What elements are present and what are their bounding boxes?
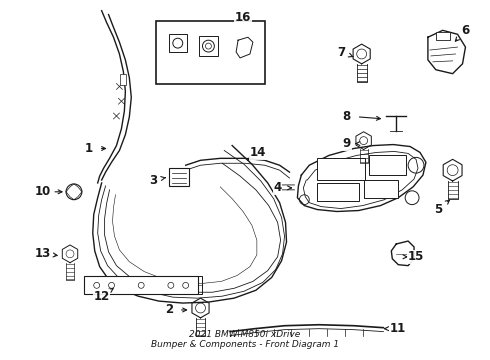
Bar [198,36,219,56]
Text: 16: 16 [235,11,251,24]
Bar [156,21,265,85]
Text: 2021 BMW M850i xDrive
Bumper & Components - Front Diagram 1: 2021 BMW M850i xDrive Bumper & Component… [151,330,339,349]
Text: 14: 14 [250,146,266,159]
Text: 8: 8 [343,109,351,122]
Text: 2: 2 [165,303,173,316]
Bar [84,276,197,294]
Bar [364,180,398,198]
Text: 7: 7 [337,45,345,59]
Text: 12: 12 [94,290,110,303]
Text: 10: 10 [34,185,50,198]
Text: 15: 15 [408,250,424,263]
Text: 11: 11 [390,322,406,335]
Text: 13: 13 [34,247,50,260]
Bar [169,34,187,52]
Bar [368,156,406,175]
Text: 1: 1 [85,142,93,155]
Bar [317,183,359,201]
Text: 5: 5 [434,203,442,216]
Text: 9: 9 [343,137,351,150]
Text: 4: 4 [273,181,282,194]
Bar [317,158,365,180]
Text: 3: 3 [149,174,157,186]
Bar [169,168,189,186]
Bar [436,32,450,40]
Text: 6: 6 [462,24,469,37]
Bar [121,74,126,85]
